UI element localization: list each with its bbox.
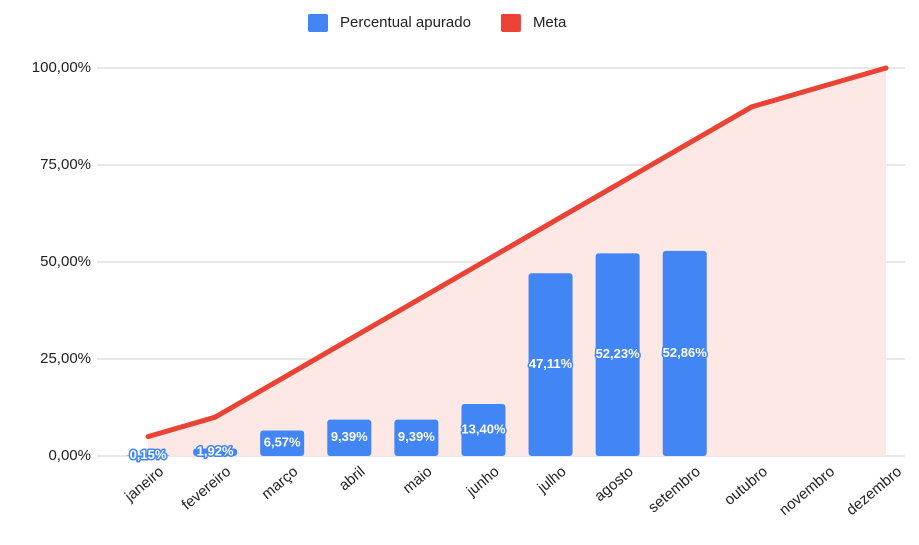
y-tick-label: 75,00%: [40, 156, 91, 173]
x-tick-label: outubro: [721, 463, 771, 509]
x-tick-label: março: [258, 463, 301, 503]
legend-label: Percentual apurado: [340, 14, 471, 31]
data-label: 13,40%: [461, 421, 506, 436]
data-label: 1,92%: [197, 444, 234, 459]
x-tick-label: maio: [400, 463, 436, 497]
bar: [260, 430, 305, 456]
bar: [461, 404, 506, 456]
y-tick-label: 50,00%: [40, 253, 91, 270]
bar: [528, 273, 573, 456]
data-label: 47,11%: [529, 356, 573, 371]
legend-label: Meta: [533, 14, 567, 31]
bar: [193, 448, 238, 456]
x-tick-label: novembro: [776, 463, 838, 519]
x-tick-label: agosto: [591, 463, 636, 505]
data-label: 52,86%: [663, 345, 708, 360]
y-tick-label: 0,00%: [48, 447, 91, 464]
area-line: [145, 65, 889, 440]
y-tick-label: 25,00%: [40, 350, 91, 367]
x-tick-label: junho: [463, 463, 503, 500]
data-label: 9,39%: [331, 429, 368, 444]
bar: [126, 455, 170, 456]
data-label: 52,23%: [596, 346, 641, 361]
bar: [394, 419, 439, 456]
x-tick-label: setembro: [645, 463, 704, 516]
bar: [327, 419, 372, 456]
legend-swatch: [308, 14, 328, 32]
data-label: 9,39%: [398, 429, 435, 444]
legend-swatch: [500, 14, 521, 32]
bar: [595, 253, 640, 456]
bar: [662, 250, 707, 456]
x-tick-label: dezembro: [843, 463, 905, 519]
x-tick-label: abril: [336, 463, 369, 494]
x-tick-label: janeiro: [121, 463, 167, 506]
data-label: 6,57%: [264, 435, 301, 450]
x-tick-label: fevereiro: [179, 463, 235, 514]
data-label: 0,15%: [130, 447, 167, 462]
x-tick-label: julho: [534, 463, 570, 497]
y-tick-label: 100,00%: [32, 59, 91, 76]
